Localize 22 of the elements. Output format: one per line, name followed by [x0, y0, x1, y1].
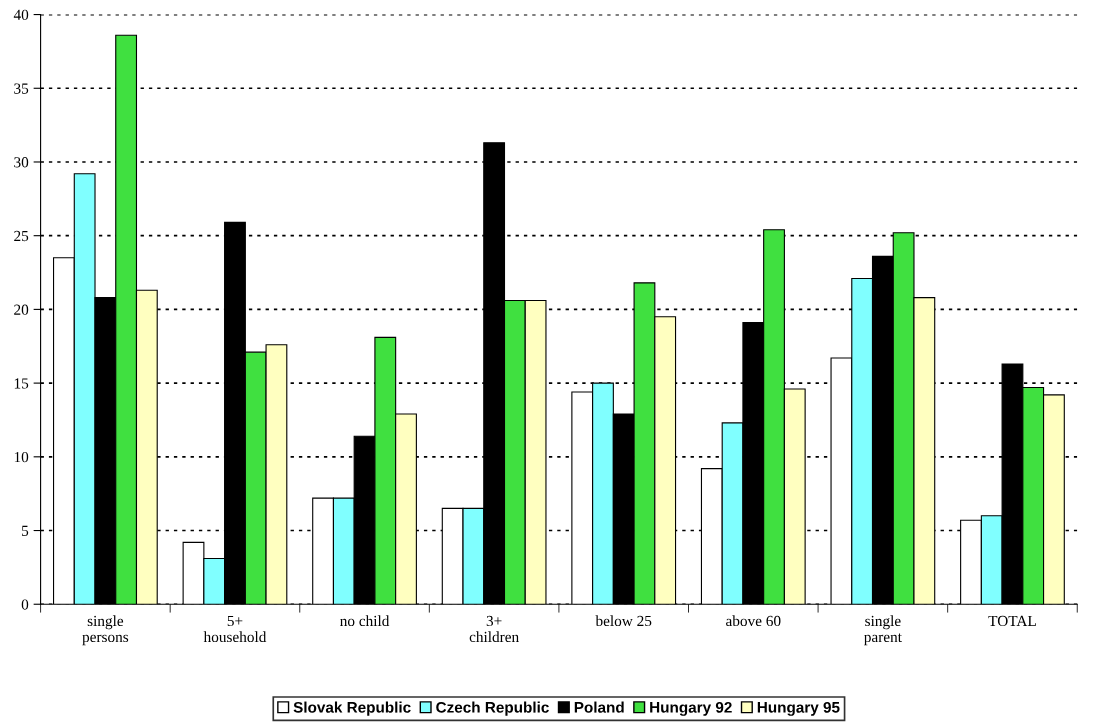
legend-label: Slovak Republic — [293, 701, 411, 716]
y-tick-label: 25 — [14, 230, 29, 242]
y-tick-label: 20 — [14, 304, 29, 315]
x-tick-label: single persons — [82, 615, 129, 646]
legend-label: Hungary 95 — [757, 701, 840, 716]
legend-label: Poland — [574, 701, 624, 713]
y-tick-label: 5 — [22, 525, 29, 536]
x-tick-label: above 60 — [726, 615, 781, 627]
x-tick-label: single parent — [864, 615, 902, 646]
y-tick-label: 0 — [21, 599, 29, 610]
y-tick-label: 10 — [14, 451, 29, 463]
y-tick-label: 35 — [14, 83, 29, 94]
y-tick-label: 40 — [13, 9, 29, 21]
y-tick-label: 15 — [14, 378, 29, 389]
x-tick-label: 3+ children — [469, 615, 519, 643]
legend-label: Hungary 92 — [650, 701, 732, 716]
x-tick-label: below 25 — [595, 615, 652, 627]
x-tick-label: 5+ household — [203, 615, 267, 643]
x-tick-label: TOTAL — [988, 615, 1036, 627]
x-tick-label: no child — [340, 615, 390, 627]
y-tick-label: 30 — [14, 157, 29, 168]
legend-label: Czech Republic — [436, 701, 549, 716]
